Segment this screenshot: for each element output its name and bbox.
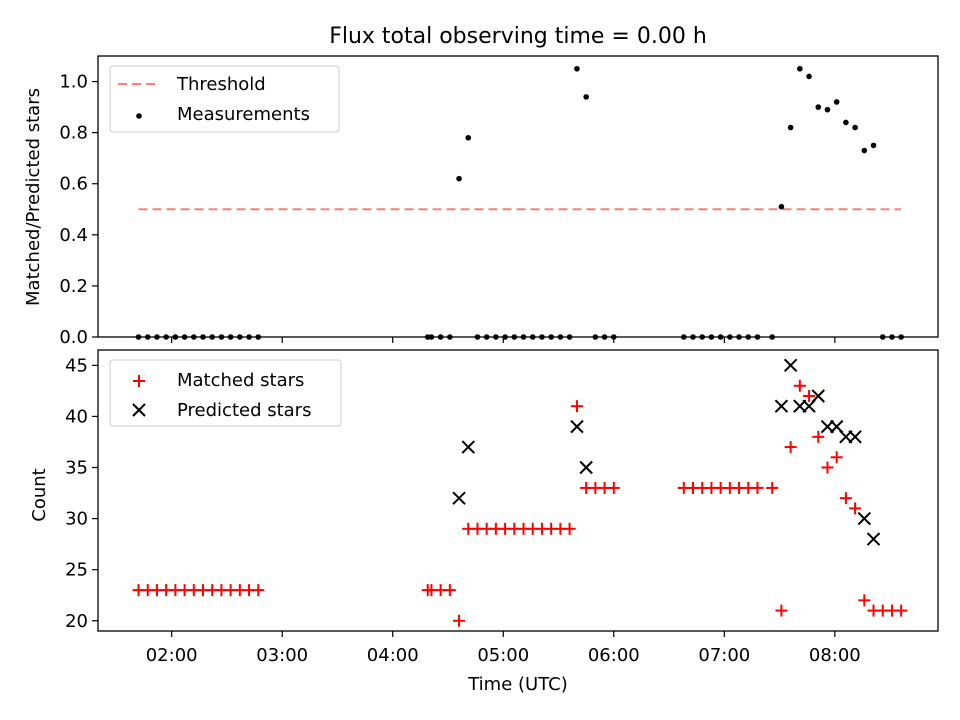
matched-stars-point xyxy=(839,492,852,505)
measurement-point xyxy=(787,124,794,131)
legend-predicted-label: Predicted stars xyxy=(177,400,311,421)
measurement-point xyxy=(824,106,831,113)
predicted-stars-point xyxy=(579,460,593,475)
bottom-y-axis-ticks: 20 25 30 35 40 45 xyxy=(65,355,98,632)
legend-matched-swatch xyxy=(133,375,145,387)
top-y-axis-ticks: 0.0 0.2 0.4 0.6 0.8 1.0 xyxy=(59,72,98,348)
y-tick-label: 1.0 xyxy=(59,72,88,93)
top-legend: Threshold Measurements xyxy=(109,65,340,133)
y-tick-label: 0.0 xyxy=(59,327,88,348)
bottom-legend: Matched stars Predicted stars xyxy=(109,359,342,427)
measurement-point xyxy=(815,104,822,110)
x-axis-label: Time (UTC) xyxy=(467,674,568,695)
legend-matched-label: Matched stars xyxy=(177,370,304,391)
y-tick-label: 0.4 xyxy=(59,225,88,246)
matched-stars-point xyxy=(751,481,764,494)
measurement-point xyxy=(574,65,580,72)
x-tick-label: 04:00 xyxy=(367,645,419,666)
top-x-axis-ticks xyxy=(171,337,836,343)
bottom-series-layer xyxy=(132,358,908,627)
matched-stars-point xyxy=(252,584,265,597)
x-tick-label: 02:00 xyxy=(146,645,198,666)
y-tick-label: 30 xyxy=(65,509,88,530)
top-panel: 0.0 0.2 0.4 0.6 0.8 1.0 Matched/Predicted sta… xyxy=(23,55,939,348)
predicted-stars-point xyxy=(811,389,825,403)
matched-stars-point xyxy=(563,522,576,535)
bottom-legend-box xyxy=(109,359,342,427)
matched-stars-point xyxy=(443,584,456,597)
measurement-point xyxy=(583,94,589,100)
measurement-point xyxy=(806,73,812,80)
predicted-stars-point xyxy=(783,358,798,373)
matched-stars-point xyxy=(793,379,806,392)
measurement-point xyxy=(465,134,472,141)
matched-stars-point xyxy=(821,461,834,474)
predicted-stars-point xyxy=(866,532,881,546)
matched-stars-point xyxy=(784,441,797,454)
predicted-stars-point xyxy=(857,511,872,526)
matched-stars-point xyxy=(830,451,843,464)
chart-title: Flux total observing time = 0.00 h xyxy=(329,24,707,49)
matched-stars-point xyxy=(570,400,583,413)
bottom-x-axis-ticks: 02:00 03:00 04:00 05:00 06:00 07:00 08:00 xyxy=(146,631,861,666)
measurement-point xyxy=(870,142,877,149)
matched-stars-point xyxy=(803,389,816,402)
y-tick-label: 35 xyxy=(65,458,88,479)
bottom-y-axis-label: Count xyxy=(29,468,50,521)
y-tick-label: 40 xyxy=(65,406,88,427)
predicted-stars-point xyxy=(848,430,862,444)
y-tick-label: 45 xyxy=(65,355,88,376)
predicted-stars-point xyxy=(461,440,475,454)
measurement-point xyxy=(861,147,868,154)
predicted-stars-point xyxy=(570,419,584,434)
y-tick-label: 0.6 xyxy=(59,174,88,195)
y-tick-label: 0.2 xyxy=(59,276,88,297)
measurement-point xyxy=(456,175,462,182)
x-tick-label: 06:00 xyxy=(588,645,640,666)
matched-stars-point xyxy=(453,614,466,627)
measurement-point xyxy=(852,124,858,131)
top-plot-frame xyxy=(97,55,939,338)
predicted-stars-point xyxy=(452,491,466,505)
top-legend-box xyxy=(109,65,340,133)
legend-measurements-swatch xyxy=(136,113,142,119)
bottom-plot-frame xyxy=(97,349,939,632)
predicted-stars-point xyxy=(774,399,789,413)
legend-threshold-label: Threshold xyxy=(176,74,266,95)
bottom-panel: 20 25 30 35 40 45 02:00 03:00 04:00 05:00 06:00 07… xyxy=(29,349,939,695)
matched-stars-point xyxy=(775,604,788,617)
matched-stars-point xyxy=(607,481,620,494)
matched-stars-point xyxy=(895,604,908,617)
top-y-axis-label: Matched/Predicted stars xyxy=(23,88,44,306)
matched-stars-point xyxy=(766,481,779,494)
x-tick-label: 03:00 xyxy=(256,645,308,666)
measurement-point xyxy=(778,203,785,210)
legend-measurements-label: Measurements xyxy=(177,104,310,125)
matched-stars-point xyxy=(858,594,871,607)
matched-stars-point xyxy=(849,502,862,515)
y-tick-label: 20 xyxy=(65,611,88,632)
y-tick-label: 25 xyxy=(65,560,88,581)
y-tick-label: 0.8 xyxy=(59,123,88,144)
x-tick-label: 08:00 xyxy=(809,645,861,666)
measurement-point xyxy=(843,119,849,126)
legend-predicted-swatch xyxy=(132,403,146,417)
x-tick-label: 05:00 xyxy=(477,645,529,666)
x-tick-label: 07:00 xyxy=(698,645,750,666)
measurement-point xyxy=(797,65,803,72)
matched-stars-point xyxy=(812,430,825,443)
measurement-point xyxy=(833,99,840,105)
